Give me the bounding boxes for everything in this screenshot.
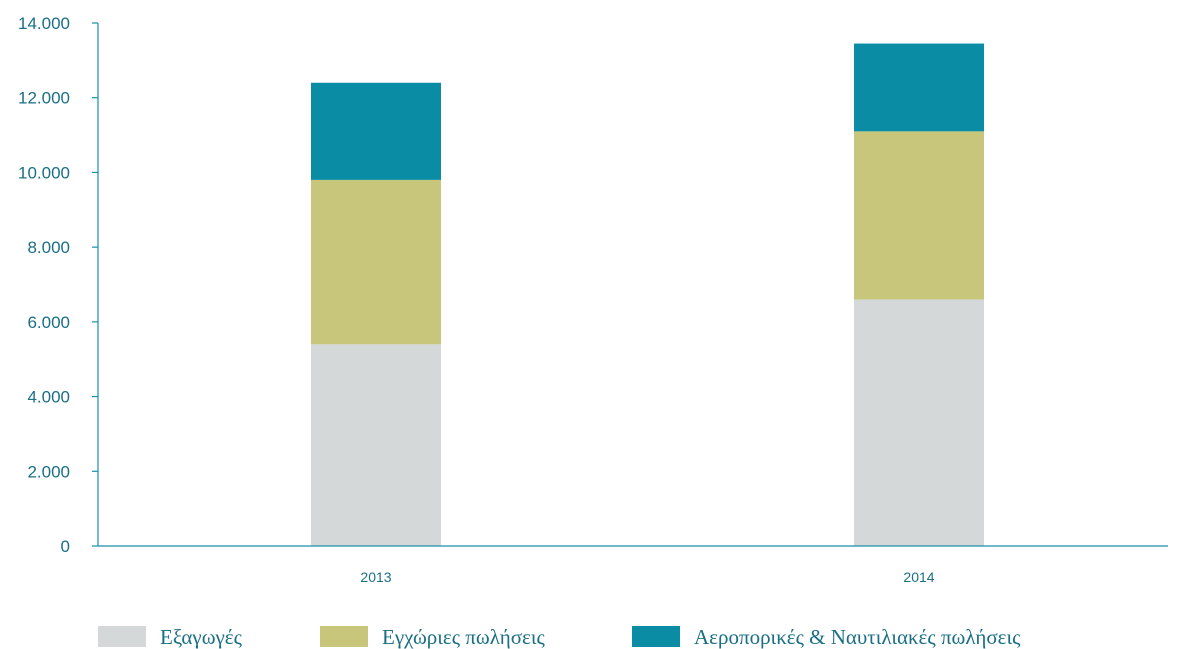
x-tick-label: 2013 bbox=[360, 569, 391, 585]
y-tick-label: 4.000 bbox=[27, 388, 70, 407]
y-tick-label: 0 bbox=[61, 537, 70, 556]
x-axis: 2013 2014 bbox=[98, 545, 1168, 585]
legend-swatch bbox=[632, 626, 680, 647]
legend-swatch bbox=[320, 626, 368, 647]
y-tick-label: 2.000 bbox=[27, 462, 70, 481]
bar-segment-2014-series-3 bbox=[854, 43, 984, 132]
legend-swatch bbox=[98, 626, 146, 647]
y-tick-label: 8.000 bbox=[27, 238, 70, 257]
legend-label: Αεροπορικές & Ναυτιλιακές πωλήσεις bbox=[694, 625, 1021, 649]
bar-segment-2014-series-2 bbox=[854, 131, 984, 300]
y-tick-label: 6.000 bbox=[27, 313, 70, 332]
legend-label: Εγχώριες πωλήσεις bbox=[382, 625, 545, 649]
bar-segment-2014-series-1 bbox=[854, 299, 984, 546]
legend-label: Εξαγωγές bbox=[160, 625, 243, 649]
y-tick-label: 14.000 bbox=[18, 14, 70, 33]
x-tick-label: 2014 bbox=[903, 569, 934, 585]
y-tick-label: 12.000 bbox=[18, 89, 70, 108]
bars bbox=[311, 43, 984, 546]
bar-segment-2013-series-3 bbox=[311, 82, 441, 180]
legend: Εξαγωγές Εγχώριες πωλήσεις Αεροπορικές & Ν… bbox=[98, 625, 1021, 649]
bar-segment-2013-series-1 bbox=[311, 344, 441, 546]
bar-segment-2013-series-2 bbox=[311, 179, 441, 345]
y-tick-label: 10.000 bbox=[18, 163, 70, 182]
y-axis: 0 2.000 4.000 6.000 8.000 10.000 12.000 14.000 bbox=[18, 14, 99, 556]
